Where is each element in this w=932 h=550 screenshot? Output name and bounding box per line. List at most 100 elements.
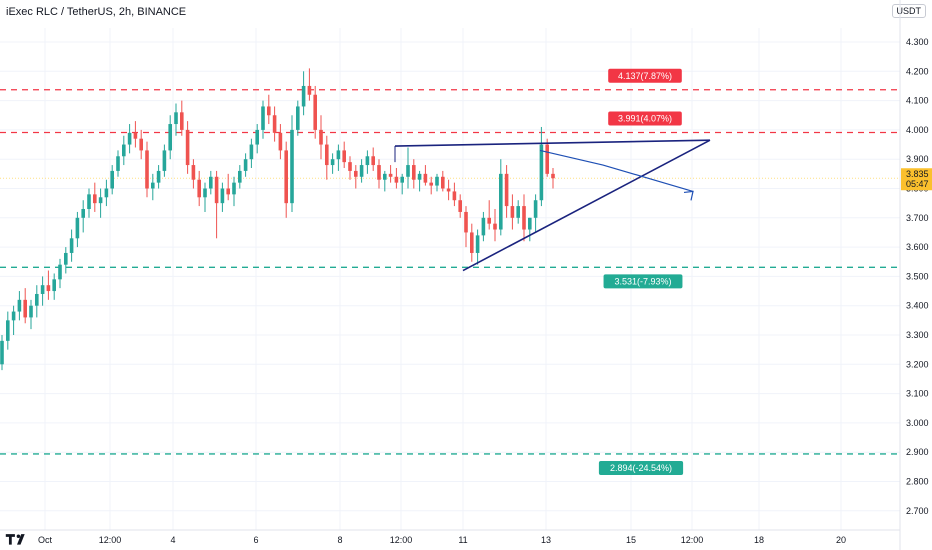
- candle-body: [278, 132, 283, 151]
- y-tick-label: 2.800: [906, 477, 929, 487]
- candle-body: [11, 311, 16, 321]
- triangle-drawing: [394, 139, 711, 272]
- candle-body: [6, 320, 10, 341]
- support-level-badge: [603, 274, 683, 289]
- candle-body: [220, 188, 225, 204]
- candle-body: [423, 173, 428, 183]
- candle-body: [336, 150, 341, 160]
- candle-body: [81, 209, 85, 218]
- level-labels: 4.137(7.87%) 3.991(4.07%) 3.531(-7.93%) 2.8…: [598, 68, 684, 475]
- candle-body: [0, 340, 4, 365]
- candle-body: [87, 194, 91, 210]
- candle-body: [17, 299, 22, 312]
- candle-body: [116, 156, 120, 171]
- x-tick-label: 6: [253, 535, 258, 545]
- candle-body: [261, 106, 265, 130]
- y-tick-label: 3.400: [906, 301, 929, 311]
- resistance-level-badge: [608, 111, 682, 126]
- y-tick-label: 3.300: [906, 330, 929, 340]
- candle-body: [394, 176, 399, 183]
- price-axis: 4.3004.2004.1004.0003.9003.8003.7003.600…: [899, 0, 932, 550]
- candle-body: [98, 197, 103, 204]
- current-price-countdown: 05:47: [906, 179, 929, 189]
- candle-body: [313, 94, 317, 130]
- current-price-badge: [901, 168, 932, 191]
- candle-body: [23, 299, 27, 318]
- x-tick-label: 12:00: [99, 535, 122, 545]
- candle-body: [412, 165, 416, 180]
- candle-body: [191, 165, 196, 180]
- tradingview-logo-icon: [5, 534, 25, 545]
- candle-body: [325, 144, 329, 166]
- candle-body: [145, 150, 149, 189]
- candle-body: [470, 232, 474, 253]
- x-tick-label: 12:00: [390, 535, 413, 545]
- candle-body: [481, 217, 486, 236]
- x-tick-label: 11: [458, 535, 467, 545]
- candle-body: [93, 194, 97, 204]
- x-tick-label: 8: [337, 535, 342, 545]
- candle-body: [330, 159, 335, 166]
- candle-body: [545, 144, 549, 174]
- candle-body: [139, 138, 143, 151]
- candle-body: [504, 173, 509, 207]
- x-tick-label: Oct: [38, 535, 53, 545]
- candle-body: [243, 159, 248, 171]
- candle-body: [226, 188, 230, 195]
- candle-body: [180, 112, 184, 130]
- y-tick-label: 3.900: [906, 154, 929, 164]
- candle-body: [522, 206, 526, 230]
- candle-body: [464, 211, 468, 233]
- candle-body: [104, 188, 109, 198]
- candle-body: [533, 200, 538, 218]
- candle-body: [528, 217, 532, 230]
- chart-grid: [0, 28, 900, 530]
- candle-body: [388, 173, 393, 177]
- candle-body: [493, 223, 497, 230]
- candle-body: [156, 170, 161, 183]
- candle-body: [267, 106, 271, 116]
- candle-body: [383, 173, 387, 180]
- candle-body: [203, 188, 207, 198]
- candle-body: [487, 217, 491, 224]
- candle-body: [296, 106, 300, 130]
- y-tick-label: 3.000: [906, 418, 929, 428]
- candle-body: [238, 170, 242, 183]
- candle-body: [232, 182, 236, 195]
- candle-body: [417, 173, 422, 180]
- resistance-level-label: 4.137(7.87%): [618, 71, 672, 81]
- candle-body: [348, 162, 352, 171]
- y-tick-label: 3.200: [906, 359, 929, 369]
- x-tick-label: 12:00: [681, 535, 704, 545]
- candle-body: [435, 176, 439, 186]
- chart-title: iExec RLC / TetherUS, 2h, BINANCE: [6, 6, 187, 18]
- candle-body: [429, 182, 433, 186]
- y-tick-label: 4.200: [906, 66, 929, 76]
- y-tick-label: 4.000: [906, 125, 929, 135]
- candle-body: [29, 305, 33, 318]
- y-tick-label: 2.900: [906, 447, 929, 457]
- candle-body: [174, 112, 178, 125]
- resistance-level-badge: [608, 68, 682, 83]
- candle-body: [458, 200, 462, 212]
- x-tick-label: 13: [541, 535, 551, 545]
- candle-body: [35, 293, 39, 306]
- candle-body: [110, 170, 114, 189]
- candle-body: [441, 176, 445, 189]
- y-tick-label: 3.100: [906, 389, 929, 399]
- candle-body: [551, 173, 555, 179]
- y-tick-label: 3.600: [906, 242, 929, 252]
- y-tick-label: 3.500: [906, 271, 929, 281]
- candle-body: [64, 252, 68, 265]
- candle-body: [354, 170, 358, 177]
- y-tick-label: 2.700: [906, 506, 929, 516]
- candle-body: [290, 129, 294, 204]
- candle-body: [185, 129, 190, 166]
- candle-body: [452, 191, 457, 201]
- candle-body: [122, 144, 126, 157]
- candle-body: [446, 188, 451, 192]
- candle-body: [168, 124, 172, 151]
- candle-body: [272, 115, 277, 133]
- x-tick-label: 18: [754, 535, 764, 545]
